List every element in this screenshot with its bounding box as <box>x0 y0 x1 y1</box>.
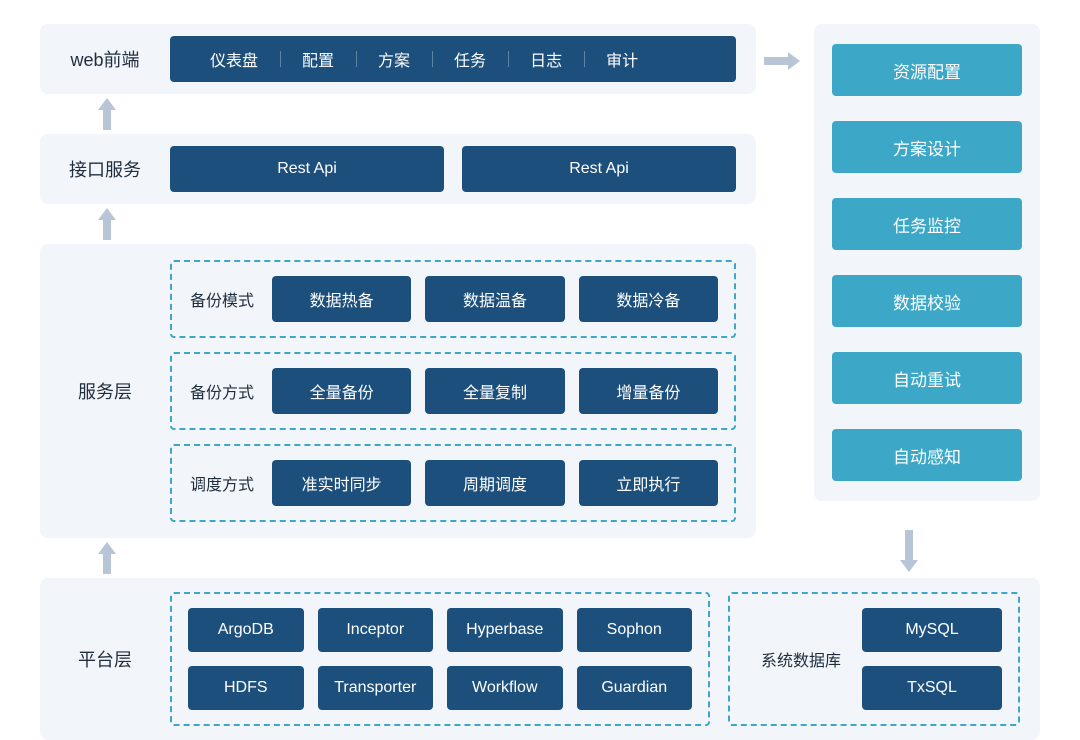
right-pill: 资源配置 <box>832 44 1022 96</box>
platform-pill: Inceptor <box>318 608 434 652</box>
service-layer: 服务层 备份模式 数据热备 数据温备 数据冷备 备份方式 全量备份 全 <box>40 244 756 538</box>
nav-item: 日志 <box>508 47 584 71</box>
right-pill: 任务监控 <box>832 198 1022 250</box>
service-pill: 准实时同步 <box>272 460 411 506</box>
nav-item: 方案 <box>356 47 432 71</box>
nav-item: 审计 <box>584 47 660 71</box>
service-pill: 全量复制 <box>425 368 564 414</box>
service-pill: 立即执行 <box>579 460 718 506</box>
web-frontend-layer: web前端 仪表盘 配置 方案 任务 日志 审计 <box>40 24 756 94</box>
platform-pill: Transporter <box>318 666 434 710</box>
platform-layer: 平台层 ArgoDB Inceptor Hyperbase Sophon HDF… <box>40 578 1040 740</box>
api-pill: Rest Api <box>170 146 444 192</box>
service-layer-label: 服务层 <box>40 378 170 404</box>
platform-layer-label: 平台层 <box>40 646 170 672</box>
arrow-up-icon <box>96 206 118 242</box>
nav-item: 配置 <box>280 47 356 71</box>
backup-mode-row: 备份模式 数据热备 数据温备 数据冷备 <box>170 260 736 338</box>
api-service-label: 接口服务 <box>40 156 170 182</box>
backup-mode-label: 备份模式 <box>172 287 272 311</box>
right-pill: 方案设计 <box>832 121 1022 173</box>
api-pill: Rest Api <box>462 146 736 192</box>
service-pill: 全量备份 <box>272 368 411 414</box>
api-service-layer: 接口服务 Rest Api Rest Api <box>40 134 756 204</box>
backup-method-row: 备份方式 全量备份 全量复制 增量备份 <box>170 352 736 430</box>
service-pill: 周期调度 <box>425 460 564 506</box>
right-pill: 自动重试 <box>832 352 1022 404</box>
system-db-label: 系统数据库 <box>746 647 856 671</box>
web-frontend-nav: 仪表盘 配置 方案 任务 日志 审计 <box>170 36 736 82</box>
arrow-down-icon <box>898 528 920 574</box>
platform-pill: HDFS <box>188 666 304 710</box>
schedule-method-label: 调度方式 <box>172 471 272 495</box>
arrow-up-icon <box>96 540 118 576</box>
db-pill: TxSQL <box>862 666 1002 710</box>
arrow-right-icon <box>762 50 802 72</box>
platform-pill: Hyperbase <box>447 608 563 652</box>
platform-pill: Sophon <box>577 608 693 652</box>
arrow-up-icon <box>96 96 118 132</box>
service-pill: 数据热备 <box>272 276 411 322</box>
system-db-group: 系统数据库 MySQL TxSQL <box>728 592 1020 726</box>
db-pill: MySQL <box>862 608 1002 652</box>
service-pill: 增量备份 <box>579 368 718 414</box>
web-frontend-label: web前端 <box>40 46 170 72</box>
right-pill: 自动感知 <box>832 429 1022 481</box>
service-pill: 数据冷备 <box>579 276 718 322</box>
platform-pill: ArgoDB <box>188 608 304 652</box>
backup-method-label: 备份方式 <box>172 379 272 403</box>
platform-pill: Guardian <box>577 666 693 710</box>
platform-pill: Workflow <box>447 666 563 710</box>
right-pill: 数据校验 <box>832 275 1022 327</box>
nav-item: 任务 <box>432 47 508 71</box>
nav-item: 仪表盘 <box>188 47 280 71</box>
schedule-method-row: 调度方式 准实时同步 周期调度 立即执行 <box>170 444 736 522</box>
platform-components-group: ArgoDB Inceptor Hyperbase Sophon HDFS Tr… <box>170 592 710 726</box>
right-panel: 资源配置 方案设计 任务监控 数据校验 自动重试 自动感知 <box>814 24 1040 501</box>
service-pill: 数据温备 <box>425 276 564 322</box>
